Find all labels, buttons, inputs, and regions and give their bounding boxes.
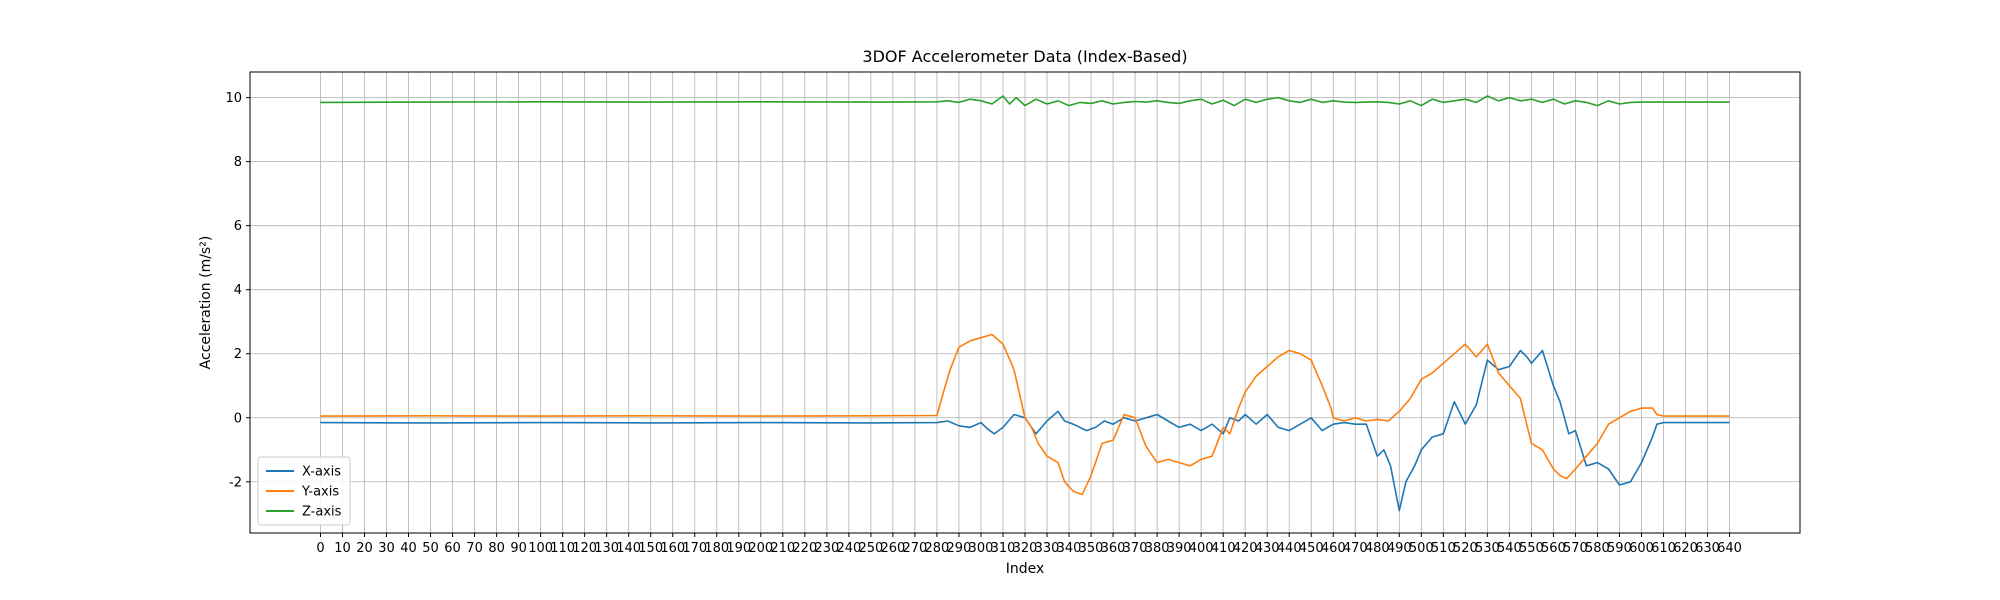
x-tick-label: 260 <box>880 541 905 556</box>
x-tick-label: 530 <box>1475 541 1500 556</box>
x-tick-label: 170 <box>682 541 707 556</box>
x-tick-label: 190 <box>726 541 751 556</box>
x-tick-label: 0 <box>316 541 324 556</box>
x-tick-label: 40 <box>400 541 417 556</box>
legend-label: Y-axis <box>301 485 339 500</box>
x-tick-label: 400 <box>1189 541 1214 556</box>
y-tick-label: -2 <box>229 475 242 490</box>
x-tick-label: 290 <box>947 541 972 556</box>
x-tick-label: 180 <box>704 541 729 556</box>
x-tick-label: 610 <box>1651 541 1676 556</box>
y-tick-label: 6 <box>234 219 242 234</box>
x-tick-label: 380 <box>1145 541 1170 556</box>
x-tick-label: 550 <box>1519 541 1544 556</box>
x-tick-label: 280 <box>925 541 950 556</box>
x-tick-label: 200 <box>748 541 773 556</box>
x-tick-label: 520 <box>1453 541 1478 556</box>
x-tick-label: 330 <box>1035 541 1060 556</box>
x-tick-label: 150 <box>638 541 663 556</box>
x-tick-label: 480 <box>1365 541 1390 556</box>
x-tick-label: 60 <box>444 541 461 556</box>
x-tick-label: 100 <box>528 541 553 556</box>
x-tick-label: 390 <box>1167 541 1192 556</box>
x-tick-label: 430 <box>1255 541 1280 556</box>
x-tick-label: 120 <box>572 541 597 556</box>
x-tick-label: 70 <box>466 541 483 556</box>
x-tick-label: 320 <box>1013 541 1038 556</box>
x-tick-label: 410 <box>1211 541 1236 556</box>
x-tick-label: 590 <box>1607 541 1632 556</box>
x-tick-label: 210 <box>770 541 795 556</box>
y-tick-label: 0 <box>234 411 242 426</box>
x-tick-label: 30 <box>378 541 395 556</box>
x-tick-label: 580 <box>1585 541 1610 556</box>
y-axis-label: Acceleration (m/s²) <box>198 236 214 370</box>
x-tick-label: 130 <box>594 541 619 556</box>
x-tick-label: 460 <box>1321 541 1346 556</box>
x-tick-label: 630 <box>1695 541 1720 556</box>
x-tick-label: 470 <box>1343 541 1368 556</box>
axis-ticks: 0 10 20 30 40 50 60 70 80 90 100110120130140150160… <box>225 91 1742 556</box>
x-tick-label: 340 <box>1057 541 1082 556</box>
x-tick-label: 270 <box>903 541 928 556</box>
x-tick-label: 640 <box>1717 541 1742 556</box>
y-tick-label: 2 <box>234 347 242 362</box>
legend-label: X-axis <box>302 465 341 480</box>
x-tick-label: 240 <box>836 541 861 556</box>
legend: X-axis Y-axis Z-axis <box>257 456 351 526</box>
x-axis-label: Index <box>1006 561 1045 577</box>
series-line-x-axis <box>320 349 1730 512</box>
series-line-z-axis <box>320 95 1730 107</box>
x-tick-label: 420 <box>1233 541 1258 556</box>
legend-label: Z-axis <box>302 505 342 520</box>
x-tick-label: 350 <box>1079 541 1104 556</box>
x-tick-label: 510 <box>1431 541 1456 556</box>
x-tick-label: 570 <box>1563 541 1588 556</box>
x-tick-label: 10 <box>334 541 351 556</box>
x-tick-label: 80 <box>488 541 505 556</box>
x-tick-label: 620 <box>1673 541 1698 556</box>
x-tick-label: 440 <box>1277 541 1302 556</box>
x-tick-label: 370 <box>1123 541 1148 556</box>
x-tick-label: 140 <box>616 541 641 556</box>
x-tick-label: 310 <box>991 541 1016 556</box>
x-tick-label: 50 <box>422 541 439 556</box>
x-tick-label: 600 <box>1629 541 1654 556</box>
x-tick-label: 230 <box>814 541 839 556</box>
x-tick-label: 360 <box>1101 541 1126 556</box>
x-tick-label: 20 <box>356 541 373 556</box>
x-tick-label: 90 <box>510 541 527 556</box>
grid <box>250 72 1800 533</box>
series-line-y-axis <box>320 333 1730 496</box>
x-tick-label: 300 <box>969 541 994 556</box>
x-tick-label: 540 <box>1497 541 1522 556</box>
x-tick-label: 110 <box>550 541 575 556</box>
legend-box <box>257 456 351 526</box>
y-tick-label: 10 <box>225 91 242 106</box>
chart-title: 3DOF Accelerometer Data (Index-Based) <box>862 47 1187 66</box>
x-tick-label: 250 <box>858 541 883 556</box>
x-tick-label: 500 <box>1409 541 1434 556</box>
x-tick-label: 160 <box>660 541 685 556</box>
x-tick-label: 490 <box>1387 541 1412 556</box>
x-tick-label: 560 <box>1541 541 1566 556</box>
y-tick-label: 4 <box>234 283 242 298</box>
series-lines <box>320 95 1730 512</box>
x-tick-label: 220 <box>792 541 817 556</box>
x-tick-label: 450 <box>1299 541 1324 556</box>
y-tick-label: 8 <box>234 155 242 170</box>
